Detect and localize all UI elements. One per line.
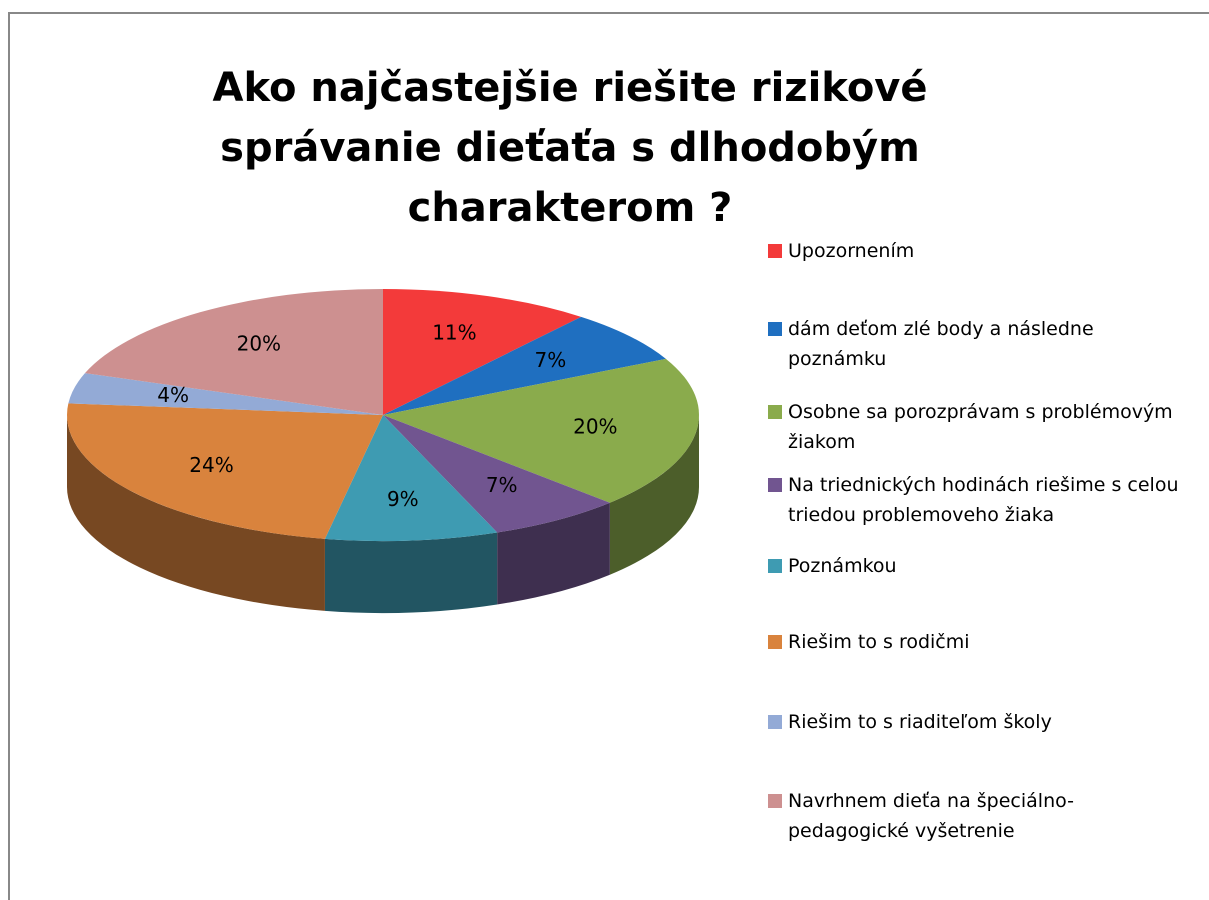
legend-item: Osobne sa porozprávam s problémovým žiak… xyxy=(768,397,1188,457)
legend-label: Navrhnem dieťa na špeciálno-pedagogické … xyxy=(788,790,1074,842)
legend-item: Poznámkou xyxy=(768,551,1188,581)
legend-label: Na triednických hodinách riešime s celou… xyxy=(788,474,1179,526)
legend-label: dám deťom zlé body a následne poznámku xyxy=(788,318,1094,370)
data-label: 7% xyxy=(535,348,567,372)
legend-item: Upozornením xyxy=(768,236,1188,266)
legend-swatch xyxy=(768,478,782,492)
legend-swatch xyxy=(768,794,782,808)
slice xyxy=(383,415,610,533)
slice xyxy=(67,403,383,539)
slice xyxy=(383,289,582,415)
data-label: 7% xyxy=(486,473,518,497)
slice xyxy=(84,289,383,415)
legend-label: Riešim to s rodičmi xyxy=(788,631,970,653)
legend-item: dám deťom zlé body a následne poznámku xyxy=(768,314,1188,374)
legend-item: Riešim to s rodičmi xyxy=(768,627,1188,657)
legend-swatch xyxy=(768,635,782,649)
data-label: 11% xyxy=(432,321,476,345)
legend-label: Riešim to s riaditeľom školy xyxy=(788,711,1052,733)
legend-label: Poznámkou xyxy=(788,555,897,577)
frame xyxy=(8,12,1209,900)
slice xyxy=(68,373,384,415)
legend-item: Riešim to s riaditeľom školy xyxy=(768,707,1188,737)
legend-label: Upozornením xyxy=(788,240,915,262)
legend-item: Navrhnem dieťa na špeciálno-pedagogické … xyxy=(768,786,1188,846)
legend-label: Osobne sa porozprávam s problémovým žiak… xyxy=(788,401,1173,453)
slice xyxy=(383,358,700,503)
data-label: 9% xyxy=(387,487,419,511)
slice-side xyxy=(609,415,699,575)
slice xyxy=(383,316,666,415)
data-label: 4% xyxy=(157,383,189,407)
slice-side xyxy=(66,415,325,611)
data-label: 24% xyxy=(189,453,233,477)
legend-item: Na triednických hodinách riešime s celou… xyxy=(768,470,1188,530)
slice-side xyxy=(324,532,498,614)
slice-side xyxy=(497,502,610,605)
legend-swatch xyxy=(768,405,782,419)
legend-swatch xyxy=(768,715,782,729)
legend-swatch xyxy=(768,559,782,573)
legend-swatch xyxy=(768,322,782,336)
data-label: 20% xyxy=(573,415,617,439)
data-label: 20% xyxy=(237,332,281,356)
legend-swatch xyxy=(768,244,782,258)
slice xyxy=(324,415,498,542)
chart-title: Ako najčastejšie riešite rizikové správa… xyxy=(212,65,928,231)
